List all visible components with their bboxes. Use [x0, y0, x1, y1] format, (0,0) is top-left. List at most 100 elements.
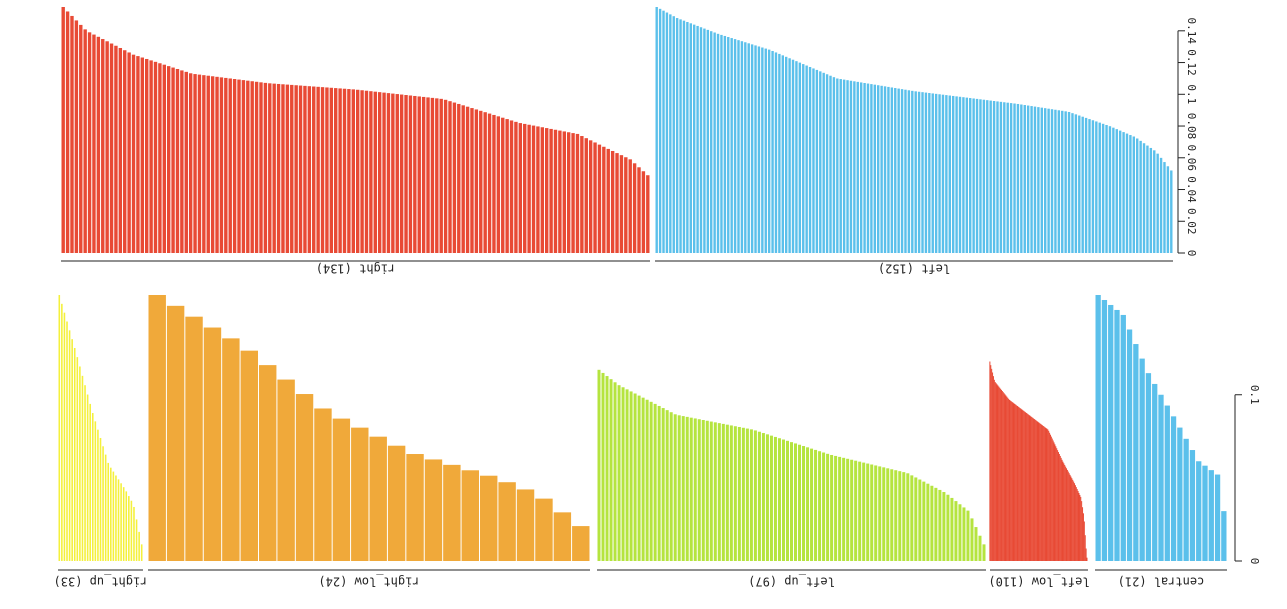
bar [625, 389, 629, 561]
bar [342, 88, 347, 253]
bar [1046, 428, 1048, 561]
bar [810, 448, 814, 561]
bar [764, 48, 767, 253]
bar [1044, 108, 1047, 253]
bar [798, 444, 802, 561]
bar [918, 479, 922, 561]
bar [1063, 463, 1065, 561]
bar [1049, 434, 1051, 561]
bar [1108, 126, 1112, 253]
bar [312, 86, 316, 253]
bar [904, 89, 907, 253]
bar [1008, 399, 1010, 561]
group-label: left_up (97) [748, 575, 835, 589]
bar [822, 452, 826, 561]
bar [1075, 487, 1077, 561]
bar [61, 303, 63, 561]
bar [474, 109, 479, 253]
bar [862, 462, 866, 561]
bar [1067, 111, 1071, 253]
bar [926, 483, 930, 561]
bar [1189, 450, 1196, 561]
bar [965, 97, 969, 253]
bar [1030, 416, 1032, 561]
bar [928, 93, 931, 253]
bar [593, 142, 597, 253]
bar [92, 34, 96, 253]
bar [120, 483, 122, 561]
bar [1004, 394, 1006, 561]
bar [602, 146, 606, 253]
bar [777, 438, 781, 561]
bar [101, 39, 105, 253]
bar [325, 87, 329, 253]
bar [701, 420, 705, 561]
bar [689, 417, 693, 561]
bar [750, 44, 754, 253]
bar [558, 130, 562, 253]
bar [575, 133, 580, 253]
bar [870, 84, 873, 253]
bar [65, 11, 70, 253]
bar [729, 425, 733, 561]
bar [661, 408, 665, 561]
bar [99, 437, 102, 561]
bar [842, 457, 846, 561]
bar [991, 368, 993, 561]
bar [224, 77, 228, 253]
bar [1024, 411, 1026, 561]
bar [1057, 110, 1061, 253]
bar [228, 78, 232, 253]
bar [1018, 407, 1020, 561]
bar [206, 75, 210, 253]
bar [81, 375, 84, 561]
bar [1101, 299, 1108, 561]
bar [1039, 423, 1041, 561]
bar [806, 447, 810, 561]
bar [606, 148, 610, 253]
bar [149, 60, 153, 253]
bar [391, 93, 395, 253]
bar [83, 29, 87, 253]
bar [1166, 166, 1170, 253]
bar [974, 527, 978, 561]
bar [863, 82, 866, 253]
bar [1000, 388, 1002, 561]
bar [131, 54, 136, 253]
bar [628, 159, 632, 253]
bar [999, 101, 1003, 253]
bar [785, 440, 789, 561]
bar [765, 434, 769, 561]
bar [461, 105, 465, 253]
bar [424, 459, 443, 561]
bar [1056, 448, 1058, 561]
bar [605, 376, 609, 561]
bar [492, 114, 496, 253]
bar [479, 110, 483, 253]
bar [351, 427, 369, 561]
bar [461, 470, 479, 561]
group-label: left (152) [878, 262, 950, 276]
bar [377, 92, 382, 253]
bar [921, 92, 924, 253]
bar [665, 12, 669, 253]
bar [958, 504, 962, 561]
bar [1214, 474, 1221, 561]
bar [1014, 403, 1016, 561]
bar [757, 431, 761, 561]
bar [979, 99, 982, 253]
bar [716, 33, 720, 253]
bar [162, 64, 166, 253]
bar [1158, 394, 1164, 561]
bar [705, 420, 709, 561]
bar [417, 96, 421, 253]
bar [685, 416, 689, 561]
bar [972, 98, 975, 253]
bar [709, 421, 713, 561]
bar [1020, 104, 1023, 253]
bar [1060, 457, 1062, 561]
bar [930, 485, 934, 561]
bar [737, 40, 740, 253]
bar [320, 87, 325, 253]
